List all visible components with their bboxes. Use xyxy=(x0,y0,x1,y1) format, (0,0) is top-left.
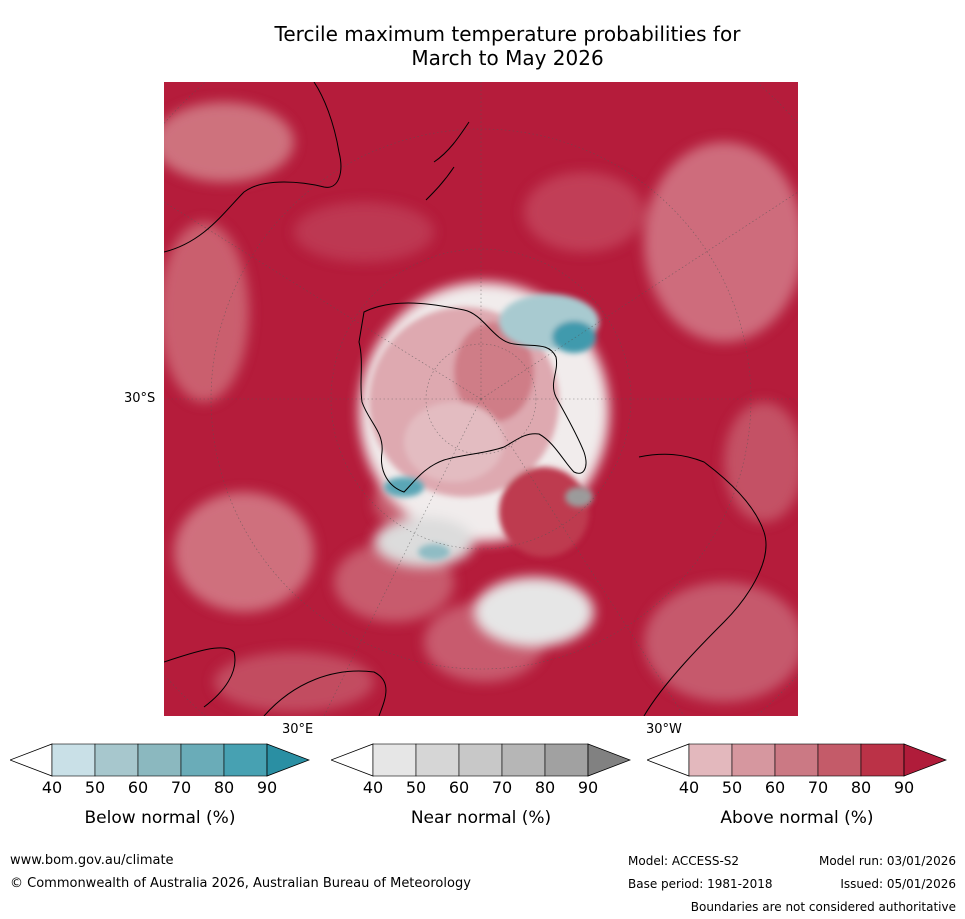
colorbar-below-segment xyxy=(137,743,182,777)
colorbar-below-max-triangle xyxy=(266,743,310,777)
colorbar-tick-label: 80 xyxy=(850,778,872,797)
colorbar-tick-label: 40 xyxy=(41,778,63,797)
base-period-text: Base period: 1981-2018 xyxy=(628,877,773,891)
colorbar-tick-label: 50 xyxy=(721,778,743,797)
colorbar-near-svg xyxy=(331,743,631,777)
colorbar-below-svg xyxy=(10,743,310,777)
colorbar-tick-label: 50 xyxy=(84,778,106,797)
model-run-text: Model run: 03/01/2026 xyxy=(818,854,956,868)
probability-map xyxy=(164,82,798,716)
antarctica-interior xyxy=(369,307,589,557)
colorbar-below-segment xyxy=(223,743,268,777)
model-text: Model: ACCESS-S2 xyxy=(628,854,740,868)
colorbar-near-segment xyxy=(458,743,503,777)
colorbar-label-above: Above normal (%) xyxy=(720,808,874,828)
title-line-1: Tercile maximum temperature probabilitie… xyxy=(274,22,741,46)
colorbar-tick-label: 80 xyxy=(534,778,556,797)
colorbar-above-max-triangle xyxy=(903,743,947,777)
colorbar-below-min-triangle xyxy=(10,743,53,777)
copyright-text: © Commonwealth of Australia 2026, Austra… xyxy=(10,876,471,891)
south-america-coast xyxy=(638,453,767,716)
colorbar-near-normal: 40 50 60 70 80 90 xyxy=(331,742,651,798)
colorbar-near-segment xyxy=(415,743,460,777)
colorbar-near-segment xyxy=(372,743,417,777)
colorbar-above-svg xyxy=(647,743,947,777)
colorbar-tick-label: 90 xyxy=(893,778,915,797)
colorbar-tick-label: 70 xyxy=(807,778,829,797)
chart-title: Tercile maximum temperature probabilitie… xyxy=(165,22,850,70)
colorbar-tick-label: 70 xyxy=(170,778,192,797)
colorbar-tick-label: 80 xyxy=(213,778,235,797)
map-svg xyxy=(164,82,798,716)
colorbar-near-segment xyxy=(544,743,589,777)
website-link[interactable]: www.bom.gov.au/climate xyxy=(10,853,174,868)
colorbar-above-segment xyxy=(774,743,819,777)
colorbar-tick-label: 90 xyxy=(256,778,278,797)
colorbar-tick-label: 60 xyxy=(448,778,470,797)
graticule xyxy=(164,82,798,716)
colorbar-above-segment xyxy=(817,743,862,777)
latitude-label: 30°S xyxy=(124,391,156,406)
colorbar-near-segment xyxy=(501,743,546,777)
colorbar-tick-label: 40 xyxy=(362,778,384,797)
colorbar-below-segment xyxy=(51,743,96,777)
colorbar-above-segment xyxy=(860,743,905,777)
title-line-2: March to May 2026 xyxy=(411,46,604,70)
colorbar-label-below: Below normal (%) xyxy=(84,808,236,828)
colorbar-tick-label: 60 xyxy=(764,778,786,797)
colorbar-near-ticks: 40 50 60 70 80 90 xyxy=(331,778,651,798)
australia-coast xyxy=(164,82,342,253)
colorbar-label-near: Near normal (%) xyxy=(410,808,552,828)
coastlines xyxy=(164,82,767,716)
colorbar-below-segment xyxy=(180,743,225,777)
colorbar-tick-label: 40 xyxy=(678,778,700,797)
colorbar-near-min-triangle xyxy=(331,743,374,777)
colorbar-tick-label: 60 xyxy=(127,778,149,797)
colorbar-above-min-triangle xyxy=(647,743,690,777)
above-normal-mottling xyxy=(164,102,798,712)
below-normal-patches xyxy=(384,294,599,560)
colorbar-tick-label: 90 xyxy=(577,778,599,797)
colorbar-tick-label: 50 xyxy=(405,778,427,797)
colorbar-above-ticks: 40 50 60 70 80 90 xyxy=(647,778,965,798)
colorbar-tick-label: 70 xyxy=(491,778,513,797)
colorbar-below-ticks: 40 50 60 70 80 90 xyxy=(10,778,330,798)
new-zealand-coast xyxy=(425,121,470,201)
africa-coast xyxy=(164,647,387,716)
longitude-label-west: 30°W xyxy=(646,722,682,737)
issued-text: Issued: 05/01/2026 xyxy=(840,877,956,891)
colorbar-above-segment xyxy=(731,743,776,777)
colorbar-below-normal: 40 50 60 70 80 90 xyxy=(10,742,330,798)
antarctica-coast xyxy=(358,302,587,493)
longitude-label-east: 30°E xyxy=(282,722,314,737)
disclaimer-text: Boundaries are not considered authoritat… xyxy=(690,900,956,914)
colorbar-above-segment xyxy=(688,743,733,777)
colorbar-below-segment xyxy=(94,743,139,777)
colorbar-above-normal: 40 50 60 70 80 90 xyxy=(647,742,965,798)
colorbar-near-max-triangle xyxy=(587,743,631,777)
